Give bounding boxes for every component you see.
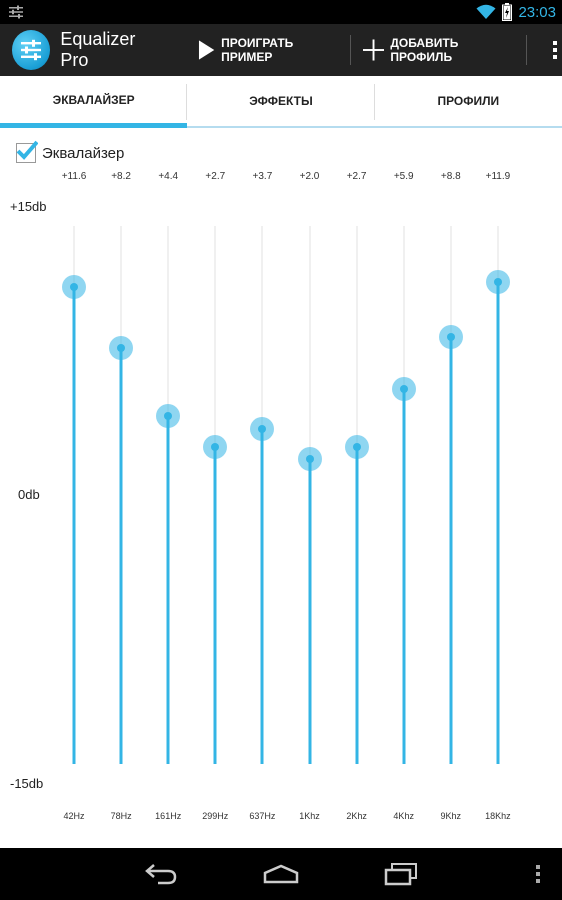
tab-separator [373,84,375,120]
scale-max-label: +15db [10,199,47,214]
overflow-menu-icon [536,865,540,883]
tab-separator [186,84,188,120]
band-value-label: +3.7 [252,171,273,182]
band-slider-thumb[interactable] [62,274,86,299]
equalizer-toggle-label: Эквалайзер [42,144,125,162]
navigation-bar [0,848,562,900]
band-value-label: +8.2 [111,171,131,182]
band-slider-fill [213,446,217,764]
band-value-label: +8.8 [440,171,461,182]
back-button[interactable] [141,860,181,888]
overflow-menu-button[interactable] [549,24,562,76]
nav-menu-button[interactable] [518,860,558,888]
plus-icon [363,39,385,61]
tab-label: ЭКВАЛАЙЗЕР [52,92,135,107]
tab-profiles[interactable]: ПРОФИЛИ [374,76,562,128]
tab-label: ЭФФЕКТЫ [249,94,313,108]
band-value-label: +4.4 [158,171,179,182]
band-frequency-label: 299Hz [202,811,229,821]
add-profile-button[interactable]: ДОБАВИТЬ ПРОФИЛЬ [363,24,517,76]
band-slider-thumb[interactable] [438,325,463,350]
band-slider-fill [260,428,264,764]
band-slider-thumb[interactable] [250,416,275,441]
band-slider-thumb[interactable] [391,377,416,402]
status-time: 23:03 [518,3,556,21]
scale-min-label: -15db [10,776,44,791]
band-frequency-label: 1Khz [299,811,320,821]
app-title: Equalizer Pro [60,29,136,70]
tab-label: ПРОФИЛИ [437,94,500,108]
status-bar: 23:03 [0,0,562,24]
back-icon [145,864,177,885]
band-slider-thumb[interactable] [485,269,510,294]
band-slider-thumb[interactable] [344,434,369,459]
band-slider-fill [402,389,406,764]
band-slider-fill [449,337,453,764]
band-value-label: +2.7 [346,171,367,182]
battery-icon [502,3,513,21]
action-divider [525,35,527,65]
band-slider-thumb[interactable] [203,434,228,459]
band-value-label: +5.9 [393,171,414,182]
band-slider-fill [166,416,170,764]
band-slider-fill [119,347,123,764]
band-slider-fill [355,446,359,764]
band-slider-thumb[interactable] [109,335,134,360]
add-profile-label: ДОБАВИТЬ ПРОФИЛЬ [390,36,459,64]
band-slider-fill [496,281,500,764]
scale-mid-label: 0db [18,487,40,502]
recent-apps-icon [384,863,417,886]
recent-apps-button[interactable] [381,860,421,888]
band-slider-thumb[interactable] [297,447,322,472]
band-frequency-label: 2Khz [346,811,367,821]
band-value-label: +11.6 [61,171,87,182]
wifi-icon [476,4,496,19]
band-frequency-label: 42Hz [63,811,85,821]
equalizer-notification-icon [9,5,23,19]
band-value-label: +11.9 [485,171,511,182]
tab-equalizer[interactable]: ЭКВАЛАЙЗЕР [0,76,188,128]
band-frequency-label: 9Khz [440,811,462,821]
band-slider-fill [72,286,76,764]
band-slider-fill [308,459,311,764]
checkmark-icon [16,140,38,160]
play-sample-label: ПРОИГРАТЬ ПРИМЕР [221,36,294,64]
tab-effects[interactable]: ЭФФЕКТЫ [187,76,375,128]
app-icon[interactable] [12,30,51,70]
play-sample-button[interactable]: ПРОИГРАТЬ ПРИМЕР [198,24,343,76]
home-icon [263,864,299,884]
equalizer-toggle[interactable]: Эквалайзер [16,140,125,163]
band-frequency-label: 161Hz [155,811,182,821]
equalizer-logo-icon [21,39,42,61]
home-button[interactable] [261,860,301,888]
action-divider [350,35,352,65]
band-value-label: +2.0 [299,171,320,182]
action-bar: Equalizer Pro ПРОИГРАТЬ ПРИМЕР ДОБАВИТЬ … [0,24,562,76]
band-frequency-label: 637Hz [249,811,276,821]
band-frequency-label: 18Khz [485,811,511,821]
overflow-menu-icon [553,41,558,59]
band-value-label: +2.7 [205,171,226,182]
tab-bar: ЭКВАЛАЙЗЕР ЭФФЕКТЫ ПРОФИЛИ [0,76,562,128]
band-slider-thumb[interactable] [156,404,181,429]
play-icon [198,40,215,60]
equalizer-checkbox[interactable] [16,140,38,163]
band-frequency-label: 78Hz [110,811,132,821]
band-frequency-label: 4Khz [393,811,414,821]
